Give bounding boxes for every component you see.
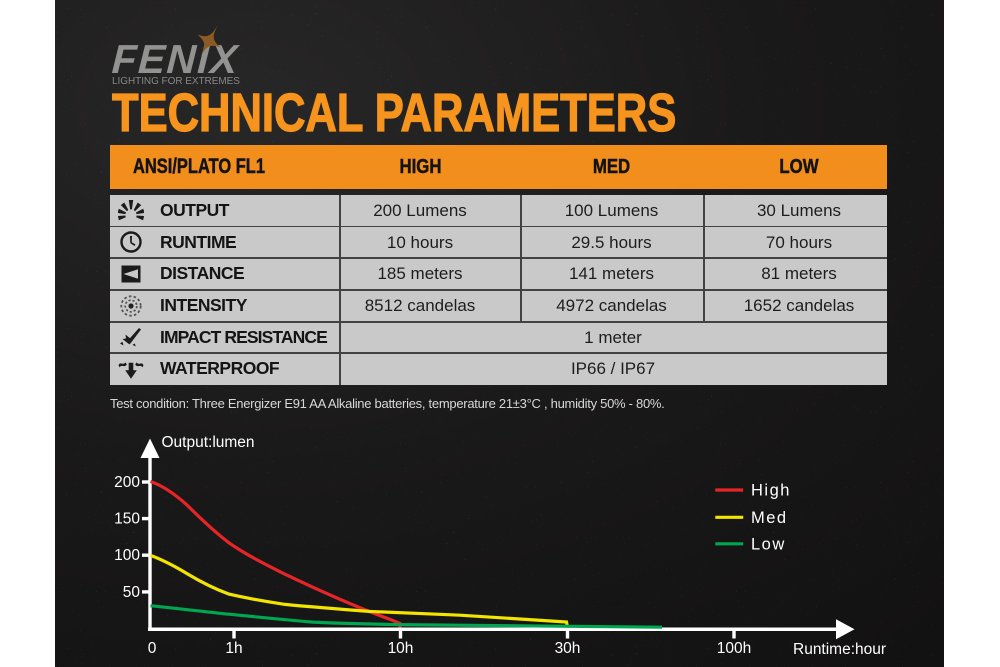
svg-text:100h: 100h [717, 640, 751, 657]
svg-text:Output:lumen: Output:lumen [162, 434, 255, 451]
svg-text:200: 200 [114, 474, 140, 491]
svg-text:30h: 30h [555, 640, 581, 657]
svg-text:Med: Med [751, 509, 788, 527]
svg-text:10h: 10h [388, 640, 414, 657]
svg-text:Low: Low [751, 535, 786, 553]
svg-text:0: 0 [148, 640, 157, 657]
svg-text:100: 100 [114, 547, 140, 564]
svg-text:1h: 1h [225, 640, 242, 657]
svg-text:50: 50 [123, 584, 141, 601]
svg-text:High: High [751, 482, 791, 500]
svg-text:150: 150 [114, 511, 140, 528]
svg-text:Runtime:hour: Runtime:hour [793, 641, 886, 658]
